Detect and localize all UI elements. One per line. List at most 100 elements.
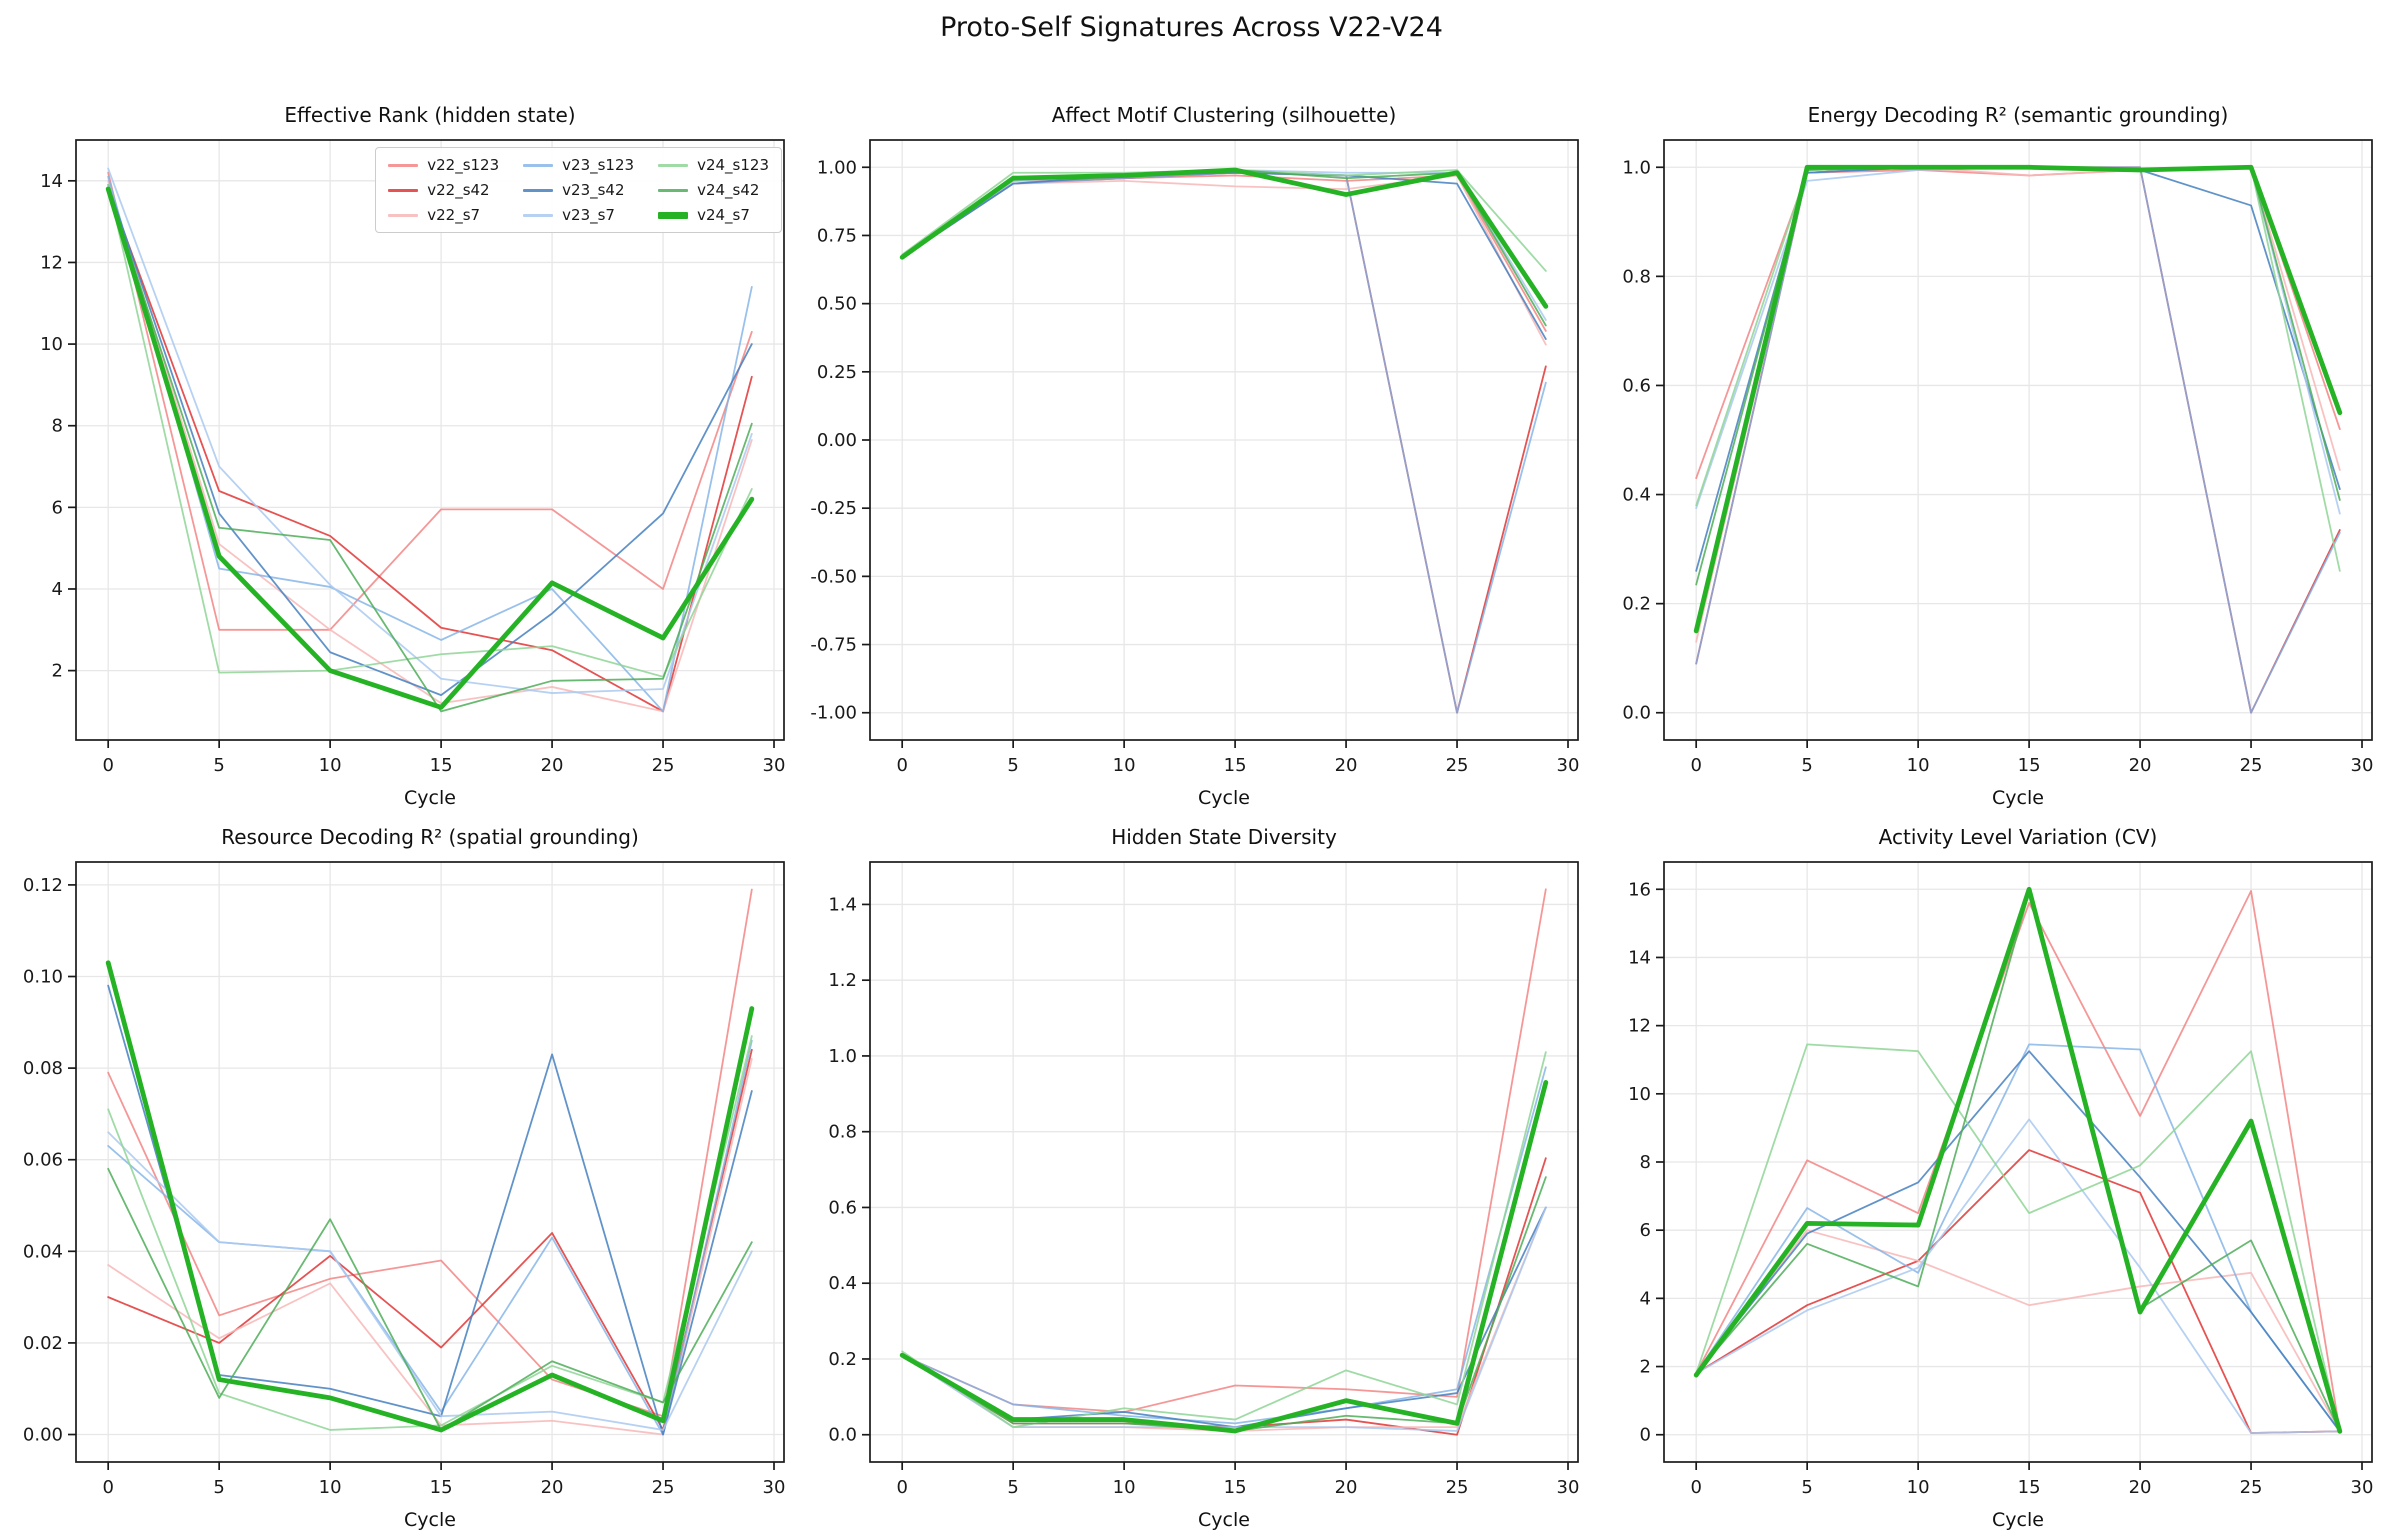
y-tick-label: 0.0 [828, 1425, 857, 1446]
y-tick-label: 10 [40, 334, 63, 355]
axes-frame [869, 861, 1579, 1463]
x-tick-label: 30 [763, 755, 786, 776]
y-tick-label: 0 [1640, 1425, 1651, 1446]
legend-label-v24_s123: v24_s123 [697, 156, 769, 174]
x-tick-label: 10 [1113, 1477, 1136, 1498]
x-axis-label: Cycle [404, 787, 456, 809]
y-tick-label: 1.00 [817, 157, 857, 178]
y-tick-label: 14 [1628, 947, 1651, 968]
y-tick-label: 12 [40, 252, 63, 273]
y-tick-label: 8 [1640, 1152, 1651, 1173]
x-tick-label: 15 [2018, 1477, 2041, 1498]
legend-swatch-v22_s123 [388, 163, 419, 167]
legend-label-v24_s7: v24_s7 [697, 206, 750, 224]
y-tick-label: 0.08 [23, 1058, 63, 1079]
x-axis-label: Cycle [1198, 787, 1250, 809]
y-tick-label: 2 [52, 661, 63, 682]
series-line-v22_s123 [901, 888, 1547, 1413]
series-line-v23_s42 [901, 171, 1547, 340]
x-axis-label: Cycle [1992, 787, 2044, 809]
x-tick-label: 5 [213, 1477, 224, 1498]
y-tick-label: 0.00 [817, 430, 857, 451]
y-tick-label: 0.6 [1622, 375, 1651, 396]
plot-title: Affect Motif Clustering (silhouette) [1052, 103, 1397, 127]
y-tick-label: 0.50 [817, 294, 857, 315]
series-line-v23_s7 [1695, 1118, 2341, 1434]
legend-item-v24_s7: v24_s7 [658, 205, 769, 225]
x-tick-label: 0 [102, 755, 113, 776]
axes-frame [75, 861, 785, 1463]
legend-item-v22_s42: v22_s42 [388, 180, 499, 200]
legend-item-v22_s7: v22_s7 [388, 205, 499, 225]
subplot-affect-motif-clustering: 0 5 10 15 20 25 30 -1.00 -0.75 -0.50 -0.25 0.00 0.25… [794, 90, 1588, 812]
y-tick-label: 0.2 [1622, 594, 1651, 615]
x-axis-label: Cycle [1992, 1509, 2044, 1531]
x-tick-label: 10 [319, 1477, 342, 1498]
y-tick-label: 12 [1628, 1016, 1651, 1037]
y-tick-label: 0.00 [23, 1425, 63, 1446]
x-tick-label: 15 [430, 1477, 453, 1498]
x-tick-label: 0 [102, 1477, 113, 1498]
y-tick-label: 0.4 [828, 1273, 857, 1294]
x-tick-label: 20 [1335, 755, 1358, 776]
x-tick-label: 10 [1113, 755, 1136, 776]
subplot-effective-rank: 0 5 10 15 20 25 30 2 4 6 8 10 12 14 Effective Rank (hi… [0, 90, 794, 812]
y-tick-label: 0.10 [23, 967, 63, 988]
x-tick-label: 30 [2351, 1477, 2374, 1498]
series-line-v23_s7 [107, 167, 753, 694]
series-line-v24_s123 [107, 1035, 753, 1431]
figure-title: Proto-Self Signatures Across V22-V24 [940, 12, 1443, 43]
y-tick-label: 0.12 [23, 875, 63, 896]
x-tick-label: 15 [1224, 755, 1247, 776]
y-tick-label: 16 [1628, 879, 1651, 900]
series-line-v23_s42 [1695, 1050, 2341, 1433]
x-tick-label: 5 [213, 755, 224, 776]
plot-title: Hidden State Diversity [1111, 825, 1337, 849]
series-line-v24_s42 [901, 1176, 1547, 1432]
x-tick-label: 10 [319, 755, 342, 776]
series-line-v23_s7 [107, 1131, 753, 1431]
series-line-v23_s123 [1695, 1043, 2341, 1433]
y-tick-label: 0.25 [817, 362, 857, 383]
y-tick-label: 0.0 [1622, 703, 1651, 724]
axes-frame [1663, 139, 2373, 741]
series-line-v22_s7 [1695, 1229, 2341, 1433]
x-tick-label: 25 [1446, 755, 1469, 776]
activity-level-variation-canvas: 0 5 10 15 20 25 30 0 2 4 6 8 10 12 14 16 Activity Level … [1628, 825, 2374, 1531]
x-tick-label: 30 [1557, 1477, 1580, 1498]
x-tick-label: 5 [1801, 1477, 1812, 1498]
subplot-resource-decoding-r2: 0 5 10 15 20 25 30 0.00 0.02 0.04 0.06 0.08 0.10 0.12… [0, 812, 794, 1534]
series-line-v24_s123 [1695, 1043, 2341, 1433]
x-tick-label: 25 [2240, 755, 2263, 776]
series-line-v24_s123 [901, 1051, 1547, 1429]
x-axis-label: Cycle [404, 1509, 456, 1531]
legend-swatch-v24_s123 [658, 163, 689, 167]
x-tick-label: 0 [896, 755, 907, 776]
legend-label-v23_s42: v23_s42 [562, 181, 625, 199]
x-tick-label: 30 [1557, 755, 1580, 776]
y-tick-label: 6 [52, 497, 63, 518]
series-line-v24_s7 [1693, 164, 2343, 634]
legend-item-v24_s42: v24_s42 [658, 180, 769, 200]
axes-frame [75, 139, 785, 741]
y-tick-label: 0.06 [23, 1150, 63, 1171]
y-tick-label: -0.75 [810, 635, 857, 656]
x-tick-label: 5 [1801, 755, 1812, 776]
x-tick-label: 25 [652, 755, 675, 776]
legend-label-v22_s42: v22_s42 [427, 181, 490, 199]
series-line-v24_s7 [899, 167, 1549, 309]
subplot-energy-decoding-r2: 0 5 10 15 20 25 30 0.0 0.2 0.4 0.6 0.8 1.0 Energy Dec… [1588, 90, 2382, 812]
legend-swatch-v23_s42 [523, 188, 554, 192]
series-line-v23_s42 [901, 1206, 1547, 1429]
x-tick-label: 15 [1224, 1477, 1247, 1498]
x-tick-label: 10 [1907, 1477, 1930, 1498]
legend-swatch-v22_s7 [388, 213, 419, 217]
series-line-v23_s123 [901, 1066, 1547, 1425]
y-tick-label: 1.0 [1622, 157, 1651, 178]
x-tick-label: 25 [652, 1477, 675, 1498]
series-line-v22_s7 [901, 174, 1547, 346]
series-line-v23_s123 [107, 1039, 753, 1436]
energy-decoding-canvas: 0 5 10 15 20 25 30 0.0 0.2 0.4 0.6 0.8 1.0 Energy Dec… [1622, 103, 2374, 809]
x-tick-label: 30 [2351, 755, 2374, 776]
affect-motif-clustering-canvas: 0 5 10 15 20 25 30 -1.00 -0.75 -0.50 -0.25 0.00 0.25… [810, 103, 1580, 809]
